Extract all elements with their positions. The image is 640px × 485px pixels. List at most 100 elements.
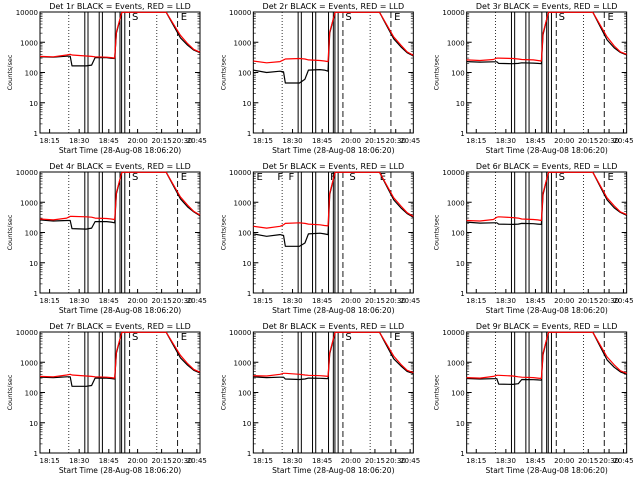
y-axis-label: Counts/sec [6,54,14,90]
x-axis-label: Start Time (28-Aug-08 18:06:20) [272,146,394,155]
series-line-lld [253,171,414,229]
x-axis-label: Start Time (28-Aug-08 18:06:20) [272,306,394,315]
attenuator-marker: S [559,172,565,183]
y-tick-label: 10 [29,420,38,428]
y-tick-label: 10000 [229,9,251,17]
y-tick-label: 1 [34,450,38,458]
x-tick-label: 18:15 [253,137,273,145]
x-tick-label: 18:45 [312,137,332,145]
x-tick-label: 18:45 [525,137,545,145]
x-tick-label: 20:00 [128,297,148,305]
series-line-lld [39,171,201,221]
x-tick-label: 20:00 [128,457,148,465]
panel-title: Det 3r BLACK = Events, RED = LLD [476,2,618,11]
x-tick-label: 18:45 [525,297,545,305]
y-tick-label: 10 [456,100,465,108]
y-tick-label: 10000 [16,329,38,337]
y-tick-label: 100 [25,70,38,78]
y-tick-label: 100 [25,230,38,238]
x-tick-label: 20:45 [187,297,207,305]
y-tick-label: 10000 [442,169,464,177]
x-tick-label: 18:15 [253,297,273,305]
attenuator-marker: S [132,12,138,23]
y-tick-label: 1 [460,450,464,458]
detector-panel-9: Det 9r BLACK = Events, RED = LLD 1 10 100 10… [433,322,634,475]
x-tick-label: 18:30 [282,137,302,145]
x-axis-label: Start Time (28-Aug-08 18:06:20) [59,146,181,155]
y-tick-label: 1000 [20,39,38,47]
x-tick-label: 20:00 [554,297,574,305]
y-tick-label: 1000 [234,359,252,367]
x-tick-label: 18:30 [69,457,89,465]
x-tick-label: 20:45 [400,297,420,305]
x-tick-label: 20:45 [613,457,633,465]
y-tick-label: 1000 [20,199,38,207]
x-tick-label: 20:15 [578,457,598,465]
x-tick-label: 20:15 [578,137,598,145]
x-tick-label: 18:45 [99,457,119,465]
y-axis-label: Counts/sec [433,374,441,410]
y-tick-label: 10000 [442,329,464,337]
y-tick-label: 10000 [229,169,251,177]
y-tick-label: 10000 [442,9,464,17]
y-tick-label: 100 [451,390,464,398]
attenuator-marker: E [257,172,263,183]
x-tick-label: 20:15 [578,297,598,305]
x-tick-label: 18:15 [466,137,486,145]
series-line-lld [466,331,627,380]
y-tick-label: 10000 [16,9,38,17]
y-tick-label: 1 [460,290,464,298]
x-tick-label: 20:00 [341,297,361,305]
x-axis-label: Start Time (28-Aug-08 18:06:20) [59,306,181,315]
y-tick-label: 10 [29,100,38,108]
y-tick-label: 100 [238,230,251,238]
y-axis-label: Counts/sec [6,214,14,250]
y-axis-label: Counts/sec [433,214,441,250]
y-tick-label: 1000 [447,199,465,207]
y-tick-label: 100 [451,70,464,78]
x-tick-label: 20:45 [613,297,633,305]
attenuator-marker: S [132,332,138,343]
panel-title: Det 5r BLACK = Events, RED = LLD [263,162,405,171]
y-tick-label: 1000 [20,359,38,367]
x-tick-label: 20:30 [599,457,619,465]
series-line-lld [39,11,201,59]
x-tick-label: 20:30 [386,137,406,145]
x-tick-label: 18:30 [496,457,516,465]
y-tick-label: 1000 [447,39,465,47]
x-axis-label: Start Time (28-Aug-08 18:06:20) [485,306,607,315]
series-line-lld [466,11,627,62]
attenuator-marker: F [289,172,295,183]
attenuator-marker: E [394,12,400,23]
panel-title: Det 4r BLACK = Events, RED = LLD [49,162,191,171]
x-tick-label: 20:45 [400,137,420,145]
x-axis-label: Start Time (28-Aug-08 18:06:20) [485,466,607,475]
x-tick-label: 20:45 [613,137,633,145]
attenuator-marker: F [277,172,283,183]
x-tick-label: 18:30 [496,297,516,305]
x-tick-label: 20:00 [554,137,574,145]
y-tick-label: 10000 [16,169,38,177]
y-tick-label: 1 [247,290,251,298]
y-tick-label: 1 [34,130,38,138]
y-tick-label: 10 [29,260,38,268]
panel-title: Det 2r BLACK = Events, RED = LLD [263,2,405,11]
x-tick-label: 20:30 [172,457,192,465]
x-tick-label: 18:45 [525,457,545,465]
x-axis-label: Start Time (28-Aug-08 18:06:20) [272,466,394,475]
x-tick-label: 20:15 [152,297,172,305]
y-axis-label: Counts/sec [433,54,441,90]
y-tick-label: 10 [242,100,251,108]
y-tick-label: 10 [456,260,465,268]
attenuator-marker: E [607,172,613,183]
attenuator-marker: E [181,332,187,343]
